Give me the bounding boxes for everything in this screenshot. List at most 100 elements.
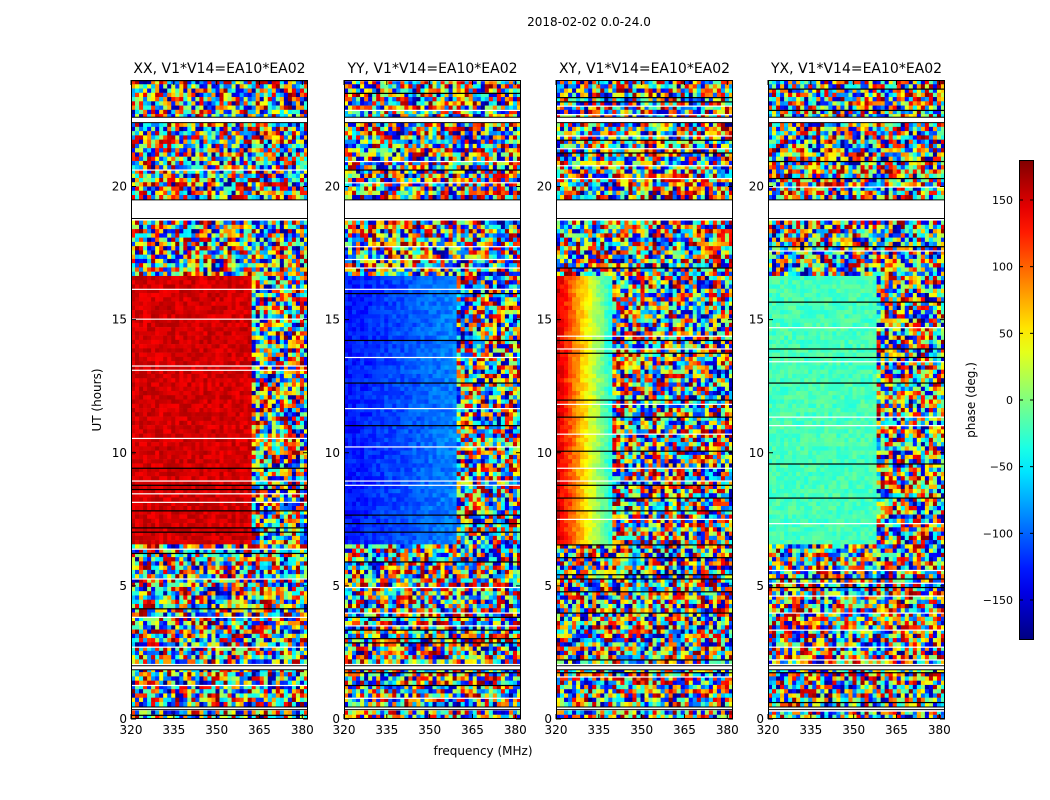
- heatmap-cell: [151, 480, 156, 485]
- heatmap-cell: [207, 80, 212, 85]
- heatmap-cell: [203, 386, 208, 392]
- heatmap-cell: [199, 463, 204, 468]
- heatmap-cell: [211, 403, 216, 409]
- heatmap-cell: [159, 173, 164, 179]
- heatmap-cell: [279, 395, 285, 400]
- heatmap-cell: [203, 480, 208, 485]
- heatmap-cell: [255, 420, 261, 426]
- heatmap-cell: [239, 416, 245, 422]
- heatmap-cell: [239, 92, 245, 98]
- heatmap-cell: [171, 480, 176, 485]
- heatmap-cell: [135, 327, 140, 332]
- heatmap-cell: [143, 569, 148, 575]
- heatmap-cell: [267, 446, 273, 451]
- heatmap-cell: [259, 442, 265, 447]
- heatmap-cell: [143, 501, 148, 507]
- heatmap-cell: [283, 263, 289, 268]
- heatmap-cell: [259, 263, 265, 268]
- heatmap-cell: [179, 446, 184, 451]
- heatmap-cell: [195, 386, 200, 392]
- heatmap-cell: [155, 561, 160, 566]
- heatmap-cell: [167, 540, 172, 545]
- heatmap-cell: [303, 195, 308, 200]
- heatmap-cell: [239, 476, 245, 481]
- heatmap-cell: [299, 241, 305, 247]
- heatmap-cell: [143, 399, 148, 405]
- heatmap-cell: [283, 395, 289, 400]
- heatmap-cell: [259, 84, 265, 89]
- heatmap-cell: [255, 480, 261, 485]
- heatmap-cell: [135, 378, 140, 383]
- heatmap-cell: [227, 177, 232, 183]
- heatmap-cell: [131, 301, 136, 307]
- heatmap-cell: [267, 544, 273, 549]
- heatmap-cell: [199, 318, 204, 324]
- heatmap-cell: [151, 531, 156, 537]
- heatmap-cell: [263, 548, 269, 554]
- heatmap-cell: [291, 463, 297, 468]
- heatmap-cell: [271, 135, 277, 140]
- heatmap-cell: [211, 548, 216, 554]
- heatmap-cell: [199, 139, 204, 145]
- heatmap-cell: [267, 293, 273, 298]
- heatmap-cell: [271, 152, 277, 157]
- heatmap-cell: [143, 177, 148, 183]
- heatmap-cell: [295, 339, 301, 345]
- heatmap-cell: [251, 552, 257, 558]
- heatmap-cell: [215, 148, 220, 153]
- heatmap-cell: [179, 390, 184, 396]
- heatmap-cell: [243, 540, 249, 545]
- heatmap-cell: [171, 92, 176, 98]
- heatmap-cell: [139, 263, 144, 268]
- heatmap-cell: [171, 126, 176, 132]
- heatmap-cell: [223, 425, 228, 430]
- heatmap-cell: [199, 518, 204, 524]
- heatmap-cell: [175, 156, 180, 162]
- heatmap-cell: [275, 143, 281, 149]
- heatmap-cell: [291, 471, 297, 477]
- heatmap-cell: [187, 143, 192, 149]
- heatmap-cell: [283, 327, 289, 332]
- heatmap-cell: [207, 386, 212, 392]
- heatmap-cell: [223, 293, 228, 298]
- heatmap-cell: [247, 335, 253, 341]
- heatmap-cell: [227, 156, 232, 162]
- heatmap-cell: [179, 429, 184, 434]
- heatmap-cell: [251, 293, 257, 298]
- heatmap-cell: [303, 574, 308, 579]
- heatmap-cell: [139, 109, 144, 115]
- heatmap-cell: [279, 493, 285, 498]
- heatmap-cell: [207, 143, 212, 149]
- heatmap-cell: [147, 442, 152, 447]
- heatmap-cell: [251, 301, 257, 307]
- heatmap-cell: [219, 246, 224, 251]
- heatmap-cell: [227, 233, 232, 238]
- heatmap-cell: [251, 135, 257, 140]
- heatmap-cell: [203, 250, 208, 255]
- heatmap-cell: [275, 476, 281, 481]
- heatmap-cell: [279, 344, 285, 349]
- heatmap-cell: [291, 280, 297, 285]
- heatmap-cell: [183, 531, 188, 537]
- heatmap-cell: [139, 548, 144, 554]
- heatmap-cell: [187, 297, 192, 302]
- heatmap-cell: [291, 327, 297, 332]
- heatmap-cell: [199, 84, 204, 89]
- heatmap-cell: [275, 459, 281, 464]
- heatmap-cell: [143, 395, 148, 400]
- heatmap-cell: [187, 152, 192, 157]
- heatmap-cell: [267, 565, 273, 571]
- heatmap-cell: [263, 569, 269, 575]
- heatmap-cell: [195, 173, 200, 179]
- heatmap-cell: [283, 318, 289, 324]
- heatmap-cell: [151, 454, 156, 460]
- heatmap-cell: [287, 420, 293, 426]
- heatmap-cell: [135, 322, 140, 328]
- heatmap-cell: [195, 463, 200, 468]
- heatmap-cell: [251, 165, 257, 170]
- heatmap-cell: [143, 105, 148, 111]
- heatmap-cell: [219, 284, 224, 290]
- heatmap-cell: [219, 250, 224, 255]
- heatmap-cell: [203, 497, 208, 503]
- heatmap-cell: [295, 356, 301, 362]
